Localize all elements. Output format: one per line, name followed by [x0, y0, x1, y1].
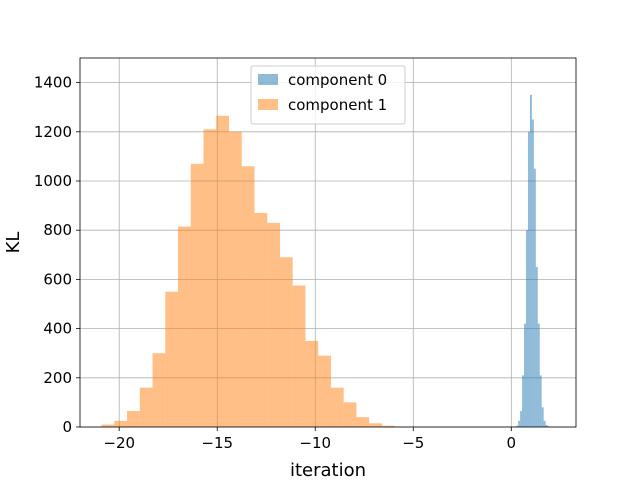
x-tick-label: −10 — [299, 434, 331, 452]
histogram-bar-series-1 — [343, 402, 357, 427]
histogram-bar-series-1 — [356, 417, 370, 427]
histogram-bar-series-1 — [305, 340, 319, 427]
y-tick-label: 200 — [43, 369, 72, 387]
histogram-bar-series-1 — [190, 163, 204, 427]
histogram-bar-series-0 — [533, 168, 536, 427]
x-tick-label: −20 — [103, 434, 135, 452]
x-tick-label: 0 — [507, 434, 517, 452]
histogram-bar-series-0 — [527, 131, 530, 428]
x-axis-title: iteration — [290, 460, 366, 480]
histogram-bar-series-0 — [537, 323, 540, 427]
histogram-bar-series-0 — [520, 411, 523, 427]
legend-label-component-1: component 1 — [288, 96, 387, 114]
histogram-bar-series-1 — [216, 115, 229, 427]
histogram-bar-series-0 — [545, 425, 548, 427]
x-tick-label: −5 — [402, 434, 424, 452]
histogram-bar-series-1 — [241, 166, 255, 428]
histogram-bar-series-1 — [101, 424, 115, 427]
legend-label-component-0: component 0 — [288, 71, 387, 89]
histogram-bar-series-1 — [228, 131, 242, 428]
histogram-bar-series-1 — [381, 425, 395, 427]
histogram-bar-series-1 — [165, 291, 179, 427]
histogram-bar-series-0 — [526, 230, 528, 427]
histogram-bar-series-0 — [531, 119, 534, 427]
histogram-bar-series-1 — [318, 355, 331, 427]
x-tick-label: −15 — [201, 434, 233, 452]
y-tick-label: 800 — [43, 221, 72, 239]
plot-frame — [79, 57, 577, 428]
histogram-bar-series-0 — [529, 94, 532, 428]
histogram-bar-series-0 — [541, 407, 544, 427]
histogram-bar-series-1 — [139, 387, 153, 427]
histogram-bar-series-0 — [539, 375, 542, 427]
histogram-bar-series-1 — [292, 285, 306, 427]
histogram-bar-series-1 — [127, 411, 140, 427]
histogram-bar-series-0 — [543, 420, 546, 427]
histogram-bar-series-0 — [522, 375, 525, 427]
axis-ticks: −20 −15 −10 −5 0 0 200 400 600 800 1000 1200 1400 — [34, 74, 516, 452]
y-axis-title: KL — [3, 232, 24, 254]
histogram-bar-series-1 — [203, 129, 217, 427]
legend-swatch-component-0 — [258, 74, 278, 85]
histogram-bar-series-1 — [178, 226, 191, 427]
histogram-bar-series-1 — [254, 212, 268, 427]
y-tick-label: 400 — [43, 320, 72, 338]
histogram-bar-series-1 — [369, 423, 382, 427]
y-tick-label: 1200 — [34, 123, 72, 141]
legend-swatch-component-1 — [258, 99, 278, 110]
histogram-bar-series-0 — [518, 420, 521, 427]
histogram-bar-series-0 — [516, 425, 519, 427]
y-tick-label: 1400 — [34, 74, 72, 92]
y-tick-label: 0 — [62, 418, 72, 436]
histogram-bar-series-1 — [114, 420, 128, 427]
histogram-bar-series-1 — [152, 353, 166, 427]
histogram-bar-series-0 — [535, 267, 538, 427]
histogram-bar-series-0 — [524, 323, 527, 427]
histogram-bar-series-1 — [267, 222, 280, 427]
histogram-bar-series-1 — [279, 257, 293, 427]
y-tick-label: 1000 — [34, 172, 72, 190]
legend-box — [250, 65, 406, 125]
histogram-bar-series-1 — [330, 387, 344, 427]
y-tick-label: 600 — [43, 270, 72, 288]
histogram-bars — [101, 94, 552, 428]
legend: component 0 component 1 — [250, 65, 406, 125]
